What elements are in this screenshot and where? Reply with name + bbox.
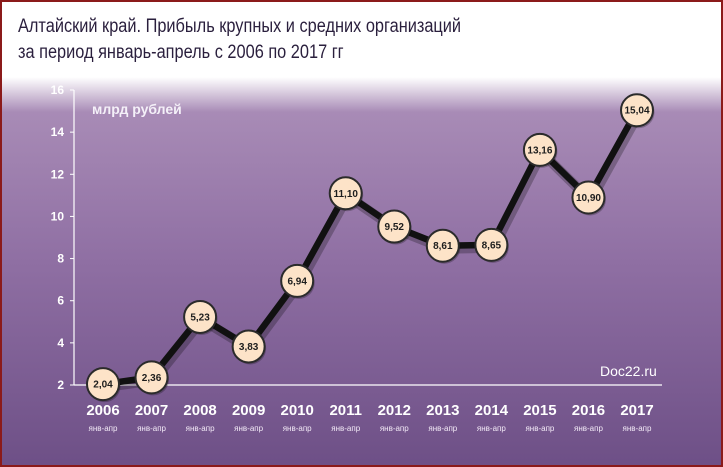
x-tick-label: 2008: [183, 402, 216, 419]
data-point: [231, 329, 266, 364]
data-label: 9,52: [385, 222, 405, 233]
x-tick-sublabel: янв-апр: [380, 424, 409, 433]
data-points: 2,04 2,36 5,23 3,83 6,94 11,10 9,52 8,61 8,65 13,…: [86, 93, 655, 403]
x-tick-sublabel: янв-апр: [623, 424, 652, 433]
x-tick-sublabel: янв-апр: [477, 424, 506, 433]
x-tick-label: 2013: [426, 402, 459, 419]
data-label: 8,65: [482, 240, 502, 251]
x-tick-label: 2015: [523, 402, 556, 419]
x-tick-label: 2006: [86, 402, 119, 419]
x-tick-sublabel: янв-апр: [331, 424, 360, 433]
data-point: [425, 228, 460, 263]
y-tick-label: 16: [51, 83, 65, 97]
chart-subtitle: за период январь-апрель с 2006 по 2017 г…: [18, 42, 344, 63]
data-point: [280, 263, 315, 298]
data-point: [522, 132, 557, 167]
series-line-shadow: [104, 110, 644, 393]
x-tick-label: 2007: [135, 402, 168, 419]
data-point: [86, 367, 120, 402]
x-tick-sublabel: янв-апр: [234, 424, 263, 433]
chart-title-block: Алтайский край. Прибыль крупных и средни…: [18, 14, 534, 66]
x-tick-label: 2010: [280, 402, 313, 419]
y-tick-label: 14: [51, 125, 65, 139]
x-tick-label: 2012: [378, 402, 411, 419]
x-tick-sublabel: янв-апр: [525, 424, 554, 433]
x-tick-label: 2011: [329, 402, 362, 419]
x-tick-label: 2009: [232, 402, 265, 419]
x-tick-sublabel: янв-апр: [137, 424, 166, 433]
x-tick-sublabel: янв-апр: [186, 424, 215, 433]
x-tick-sublabel: янв-апр: [89, 424, 118, 433]
x-tick-sublabel: янв-апр: [574, 424, 603, 433]
data-label: 2,04: [93, 380, 113, 391]
data-point: [328, 176, 363, 211]
x-tick-sublabel: янв-апр: [283, 424, 312, 433]
y-tick-label: 12: [51, 167, 65, 181]
data-label: 3,83: [239, 342, 259, 353]
data-label: 6,94: [287, 276, 307, 287]
y-tick-label: 10: [51, 209, 65, 223]
data-point: [571, 180, 606, 215]
source-credit: Doc22.ru: [600, 363, 657, 379]
data-label: 2,36: [142, 373, 162, 384]
axes: 2 4 6 8 10 12 14 16 2006 янв-апр 2007 янв-апр 2008 ян…: [51, 83, 662, 433]
data-label: 11,10: [333, 189, 358, 200]
unit-label: млрд рублей: [92, 101, 182, 117]
y-tick-label: 6: [57, 294, 64, 308]
data-label: 10,90: [576, 193, 601, 204]
data-point: [474, 227, 509, 262]
data-label: 8,61: [433, 241, 453, 252]
chart-title: Алтайский край. Прибыль крупных и средни…: [18, 16, 462, 37]
series-line-layer: [99, 106, 644, 393]
x-tick-label: 2016: [572, 402, 605, 419]
data-label: 15,04: [624, 106, 649, 117]
x-tick-sublabel: янв-апр: [428, 424, 457, 433]
data-point: [377, 209, 412, 244]
data-point: [183, 299, 218, 334]
data-point: [620, 93, 654, 128]
data-label: 13,16: [527, 145, 552, 156]
x-tick-label: 2017: [620, 402, 653, 419]
x-tick-label: 2014: [475, 402, 509, 419]
y-tick-label: 2: [57, 378, 64, 392]
y-tick-label: 8: [57, 252, 64, 266]
data-label: 5,23: [190, 312, 210, 323]
y-tick-label: 4: [57, 336, 64, 350]
data-point: [134, 360, 169, 395]
